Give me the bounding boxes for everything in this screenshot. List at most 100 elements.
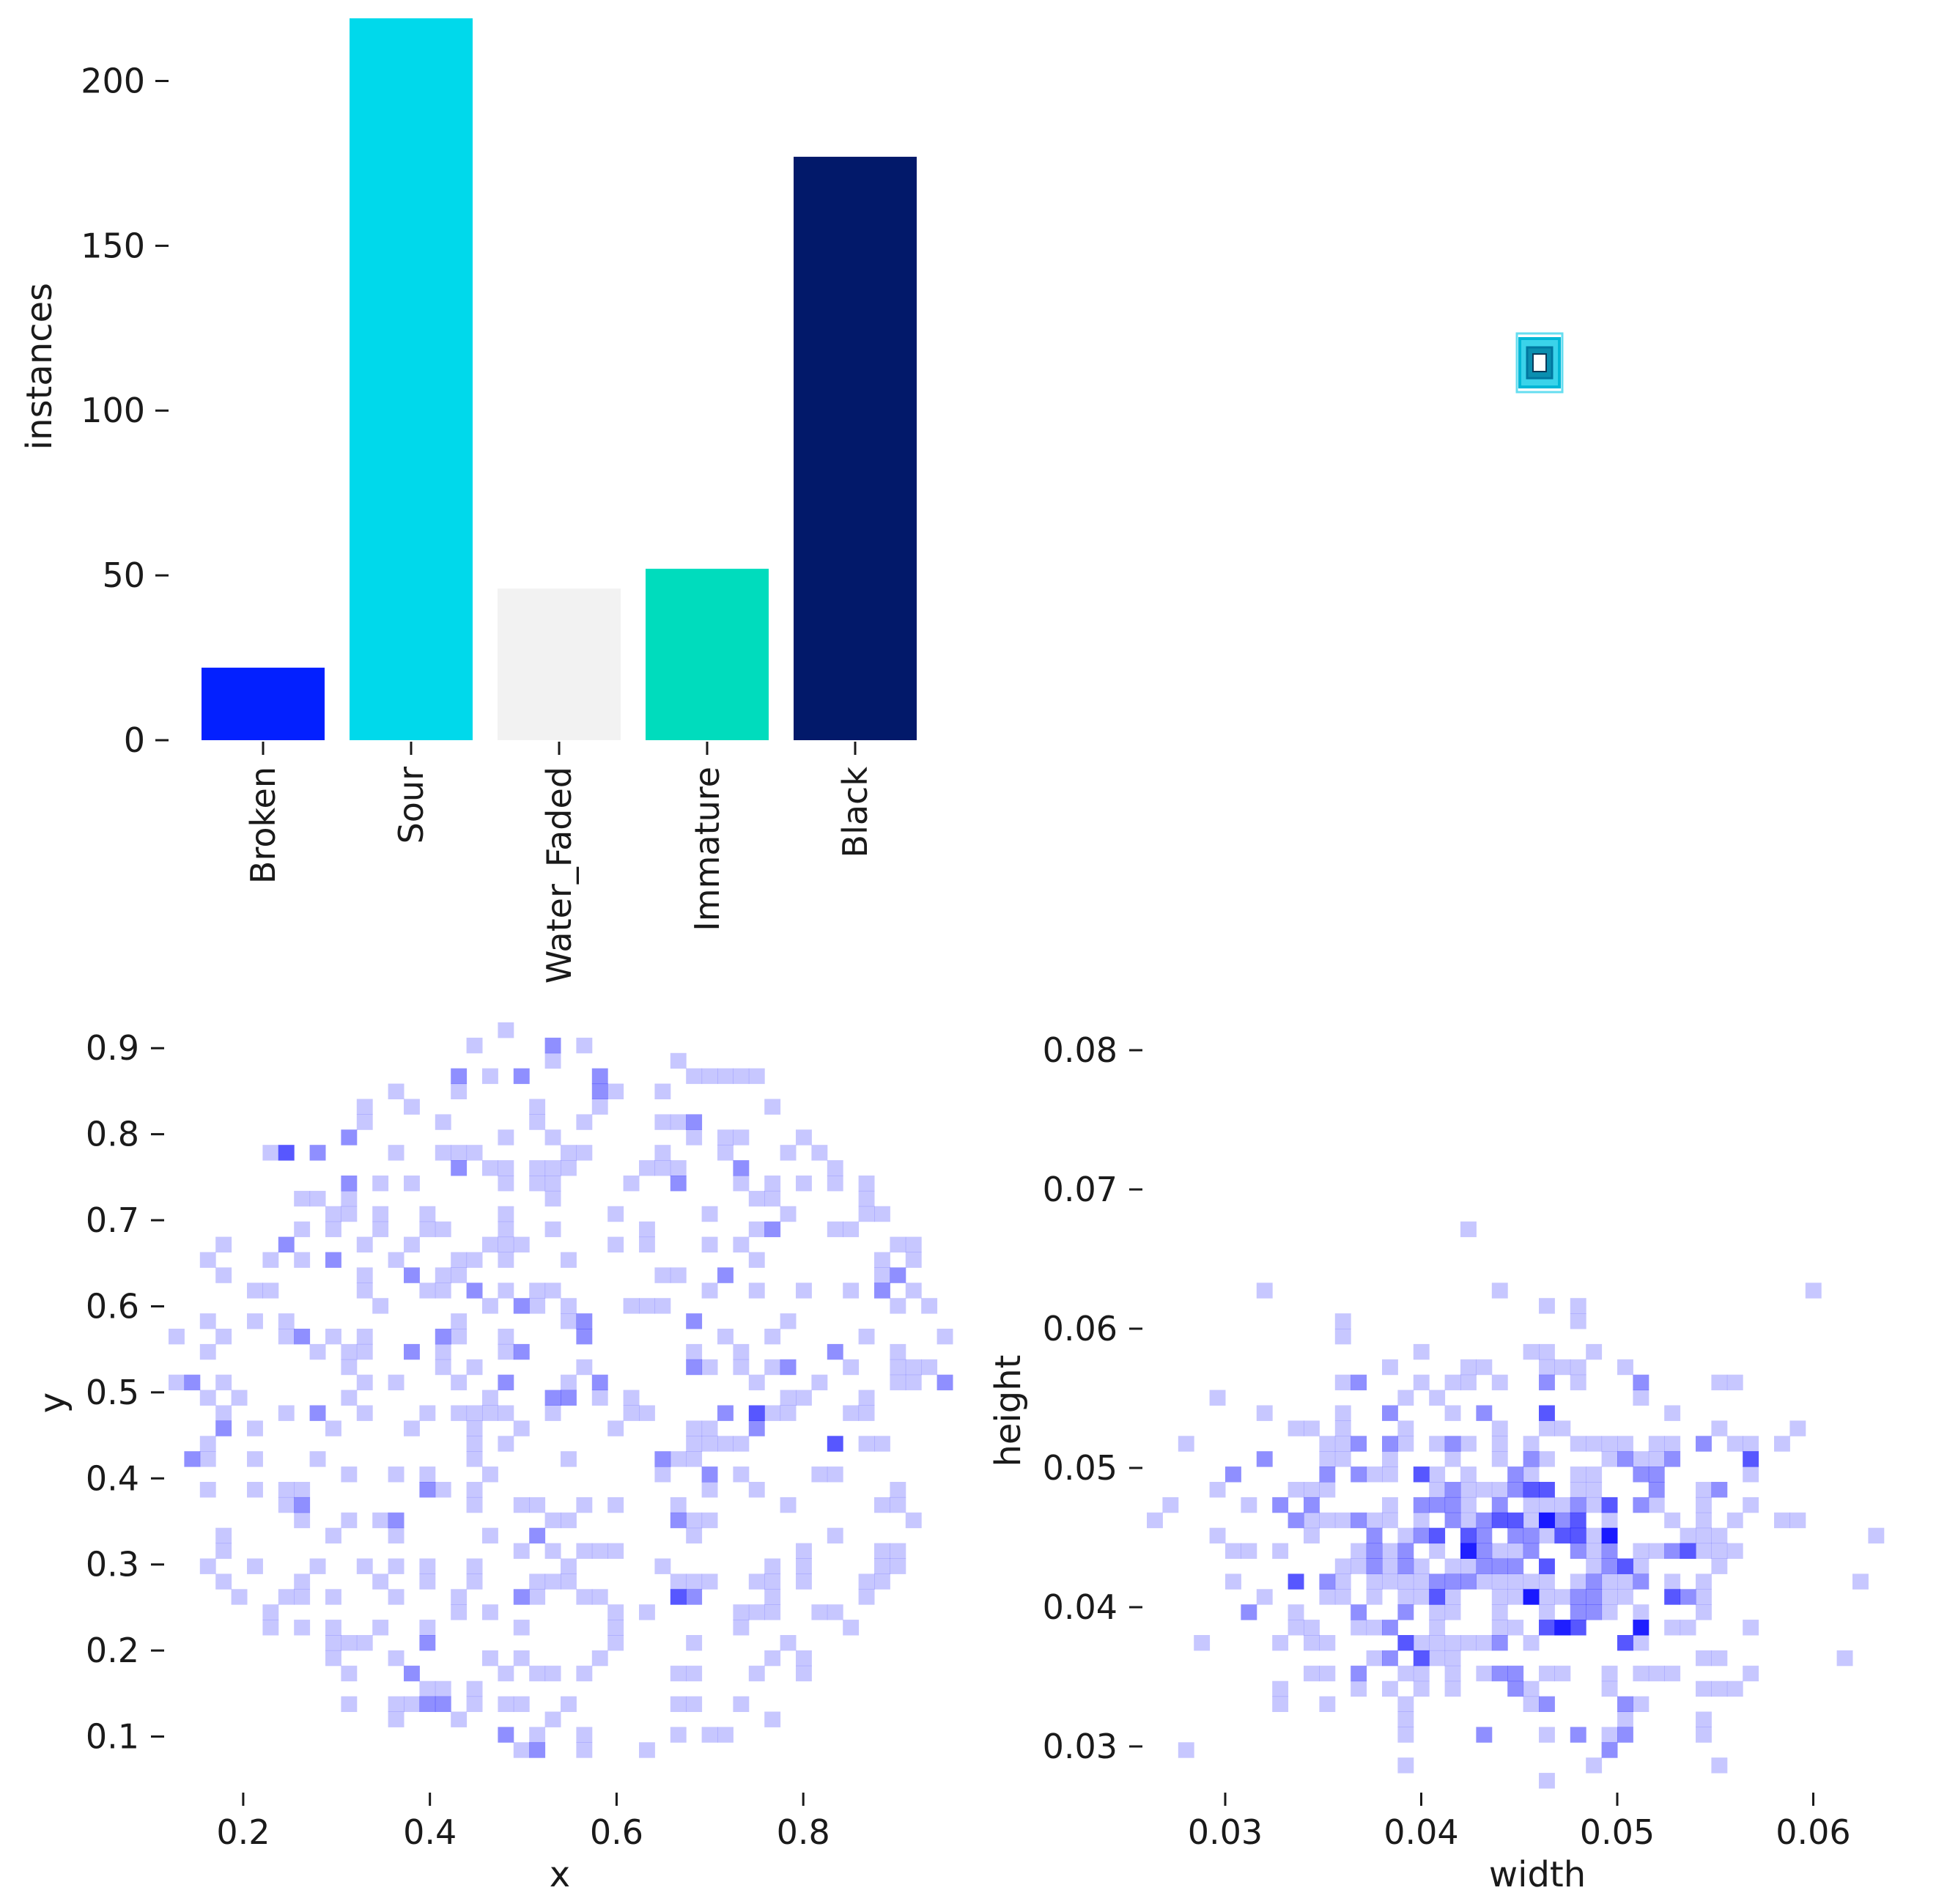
heatmap-cell — [733, 1604, 750, 1620]
heatmap-cell — [466, 1283, 483, 1299]
heatmap-cell — [1617, 1359, 1633, 1376]
heatmap-cell — [529, 1099, 546, 1115]
heatmap-cell — [1334, 1436, 1351, 1452]
heatmap-cell — [764, 1099, 781, 1115]
heatmap-cell — [1554, 1497, 1571, 1513]
heatmap-cell — [466, 1558, 483, 1574]
heatmap-cell — [1539, 1620, 1555, 1636]
box-overlay-panel — [1515, 332, 1564, 394]
heatmap-cell — [1523, 1512, 1540, 1529]
heatmap-cell — [1460, 1436, 1477, 1452]
heatmap-cell — [1382, 1436, 1398, 1452]
heatmap-cell — [717, 1329, 734, 1345]
heatmap-cell — [1288, 1482, 1304, 1498]
heatmap-cell — [1726, 1680, 1743, 1697]
heatmap-cell — [215, 1267, 232, 1283]
heatmap-cell — [294, 1497, 311, 1513]
heatmap-cell — [199, 1313, 216, 1329]
heatmap-cell — [701, 1359, 718, 1376]
heatmap-cell — [1476, 1665, 1493, 1682]
heatmap-cell — [325, 1650, 341, 1667]
heatmap-cell — [1397, 1573, 1414, 1590]
bar-y-tick-label: 200 — [81, 61, 145, 100]
heatmap-cell — [858, 1206, 875, 1222]
heatmap-cell — [1491, 1589, 1508, 1605]
heatmap-cell — [733, 1236, 750, 1252]
heatmap-cell — [247, 1558, 263, 1574]
heatmap-cell — [748, 1482, 765, 1498]
heatmap-cell — [1774, 1436, 1790, 1452]
heatmap-cell — [341, 1343, 358, 1360]
heatmap-cell — [1680, 1589, 1696, 1605]
heatmap-cell — [1382, 1497, 1398, 1513]
heatmap-cell — [1726, 1374, 1743, 1391]
heatmap-cell — [247, 1283, 263, 1299]
heatmap-cell — [341, 1466, 358, 1483]
heatmap-cell — [1444, 1405, 1461, 1421]
heatmap-cell — [513, 1620, 530, 1636]
heatmap-cell — [1272, 1680, 1289, 1697]
heatmap-cell — [513, 1497, 530, 1513]
heatmap-cell — [1382, 1466, 1398, 1483]
heatmap-cell — [482, 1390, 498, 1406]
heatmap-cell — [561, 1374, 577, 1391]
heatmap-cell — [576, 1665, 593, 1682]
heatmap-cell — [1319, 1512, 1336, 1529]
heatmap-cell — [1366, 1543, 1383, 1559]
heatmap-cell — [1711, 1527, 1728, 1544]
heatmap-cell — [607, 1543, 624, 1559]
heatmap-cell — [325, 1620, 341, 1636]
heatmap-cell — [388, 1589, 404, 1605]
heatmap-cell — [451, 1252, 468, 1268]
heatmap-cell — [591, 1650, 608, 1667]
heatmap-cell — [764, 1573, 781, 1590]
heatmap-cell — [686, 1114, 703, 1130]
heatmap-cell — [1696, 1589, 1712, 1605]
heatmap-cell — [733, 1466, 750, 1483]
heatmap-cell — [764, 1329, 781, 1345]
heatmap-cell — [1523, 1543, 1540, 1559]
bar-broken — [202, 668, 325, 740]
box-center — [1532, 353, 1547, 372]
heatmap-cell — [1147, 1512, 1163, 1529]
heatmap-cell — [1648, 1451, 1665, 1467]
heatmap-cell — [199, 1390, 216, 1406]
heatmap-cell — [890, 1543, 906, 1559]
heatmap-cell — [701, 1068, 718, 1085]
heatmap-cell — [1397, 1390, 1414, 1406]
heatmap-cell — [1617, 1436, 1633, 1452]
heatmap-cell — [874, 1252, 890, 1268]
heatmap-cell — [1633, 1573, 1649, 1590]
heatmap-cell — [1429, 1620, 1446, 1636]
heatmap-cell — [1319, 1573, 1336, 1590]
heatmap-cell — [544, 1160, 561, 1176]
heatmap-cell — [544, 1176, 561, 1192]
heatmap-cell — [1444, 1497, 1461, 1513]
heatmap-cell — [1539, 1573, 1555, 1590]
heatmap-cell — [1507, 1573, 1524, 1590]
heatmap-cell — [199, 1558, 216, 1574]
heatmap-cell — [325, 1252, 341, 1268]
heatmap-cell — [482, 1604, 498, 1620]
heatmap-cell — [780, 1359, 797, 1376]
y-tick-label: 0.08 — [1043, 1030, 1117, 1070]
heatmap-cell — [1366, 1573, 1383, 1590]
heatmap-cell — [513, 1589, 530, 1605]
heatmap-cell — [670, 1160, 687, 1176]
heatmap-cell — [1413, 1665, 1430, 1682]
heatmap-cell — [748, 1604, 765, 1620]
heatmap-cell — [764, 1221, 781, 1238]
heatmap-cell — [435, 1696, 451, 1712]
heatmap-cell — [451, 1083, 468, 1099]
heatmap-cell — [654, 1298, 671, 1314]
heatmap-cell — [1539, 1343, 1555, 1360]
heatmap-cell — [529, 1283, 546, 1299]
heatmap-cell — [466, 1573, 483, 1590]
heatmap-cell — [199, 1451, 216, 1467]
heatmap-cell — [1304, 1620, 1320, 1636]
heatmap-cell — [419, 1405, 436, 1421]
heatmap-cell — [1523, 1343, 1540, 1360]
heatmap-cell — [435, 1329, 451, 1345]
heatmap-cell — [686, 1512, 703, 1529]
heatmap-cell — [1586, 1543, 1603, 1559]
